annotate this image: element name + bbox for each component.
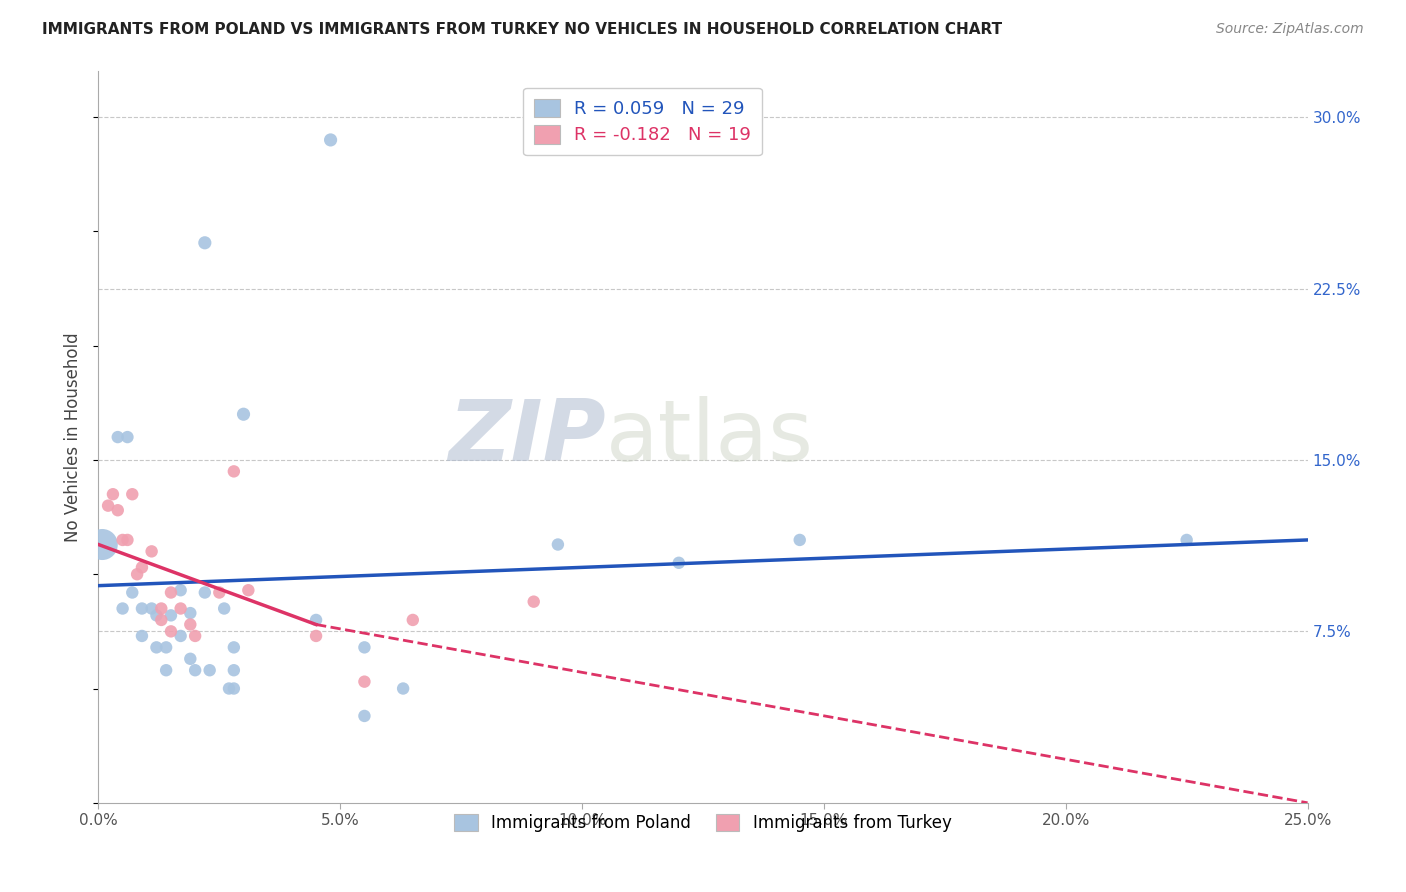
Point [353,640,375,655]
Text: Source: ZipAtlas.com: Source: ZipAtlas.com [1216,22,1364,37]
Point [194,585,217,599]
Point [131,560,153,574]
Point [160,608,183,623]
Point [353,709,375,723]
Point [117,430,139,444]
Point [107,503,129,517]
Point [111,601,134,615]
Point [1175,533,1198,547]
Point [179,606,201,620]
Point [141,601,163,615]
Point [789,533,811,547]
Point [238,583,260,598]
Point [208,585,231,599]
Point [160,585,183,599]
Point [305,629,328,643]
Point [150,613,173,627]
Text: ZIP: ZIP [449,395,606,479]
Point [179,617,201,632]
Point [222,681,245,696]
Point [150,601,173,615]
Point [184,629,207,643]
Point [127,567,149,582]
Point [131,601,153,615]
Point [145,640,167,655]
Point [121,487,143,501]
Legend: Immigrants from Poland, Immigrants from Turkey: Immigrants from Poland, Immigrants from … [447,807,959,838]
Text: IMMIGRANTS FROM POLAND VS IMMIGRANTS FROM TURKEY NO VEHICLES IN HOUSEHOLD CORREL: IMMIGRANTS FROM POLAND VS IMMIGRANTS FRO… [42,22,1002,37]
Y-axis label: No Vehicles in Household: No Vehicles in Household [65,332,83,542]
Point [353,674,375,689]
Point [97,499,120,513]
Text: atlas: atlas [606,395,814,479]
Point [145,608,167,623]
Point [101,487,124,501]
Point [218,681,240,696]
Point [160,624,183,639]
Point [232,407,254,421]
Point [169,601,191,615]
Point [668,556,690,570]
Point [523,595,546,609]
Point [179,652,201,666]
Point [141,544,163,558]
Point [222,663,245,677]
Point [169,629,191,643]
Point [184,663,207,677]
Point [392,681,415,696]
Point [547,537,569,551]
Point [107,430,129,444]
Point [111,533,134,547]
Point [305,613,328,627]
Point [155,640,177,655]
Point [319,133,342,147]
Point [117,533,139,547]
Point [402,613,425,627]
Point [91,537,114,551]
Point [121,585,143,599]
Point [131,629,153,643]
Point [169,583,191,598]
Point [155,663,177,677]
Point [212,601,235,615]
Point [222,640,245,655]
Point [222,464,245,478]
Point [198,663,221,677]
Point [194,235,217,250]
